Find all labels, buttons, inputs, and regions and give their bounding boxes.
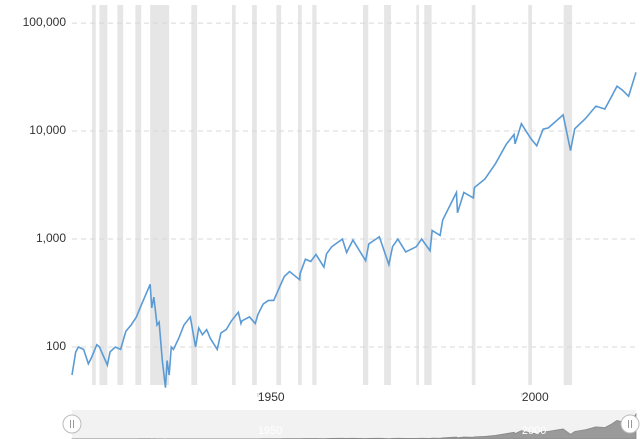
shaded-period	[117, 5, 124, 385]
y-tick-label: 10,000	[29, 123, 66, 137]
shaded-period	[191, 5, 198, 385]
shaded-layer	[92, 5, 573, 385]
navigator-label: 1950	[258, 425, 282, 437]
plot-layer	[71, 72, 637, 388]
x-tick-label: 2000	[522, 390, 549, 404]
shaded-period	[92, 5, 96, 385]
shaded-period	[99, 5, 108, 385]
shaded-period	[424, 5, 432, 385]
y-tick-label: 100	[46, 339, 66, 353]
x-tick-label: 1950	[258, 390, 285, 404]
navigator-handle[interactable]	[62, 414, 82, 434]
shaded-period	[416, 5, 419, 385]
navigator: 1950 2000	[62, 410, 640, 439]
shaded-period	[362, 5, 369, 385]
handle-knob[interactable]	[62, 414, 82, 434]
data-line	[71, 72, 637, 388]
shaded-period	[563, 5, 573, 385]
shaded-period	[312, 5, 317, 385]
shaded-period	[135, 5, 142, 385]
shaded-period	[528, 5, 532, 385]
shaded-period	[150, 5, 170, 385]
shaded-period	[276, 5, 282, 385]
navigator-handle[interactable]	[620, 414, 640, 434]
navigator-label: 2000	[522, 425, 546, 437]
grid-layer: 100 1,000 10,000 100,000 1950 2000	[23, 15, 636, 404]
shaded-period	[232, 5, 236, 385]
handle-knob[interactable]	[620, 414, 640, 434]
shaded-period	[298, 5, 302, 385]
shaded-period	[252, 5, 257, 385]
y-tick-label: 100,000	[23, 15, 67, 29]
shaded-period	[384, 5, 391, 385]
y-tick-label: 1,000	[36, 231, 66, 245]
